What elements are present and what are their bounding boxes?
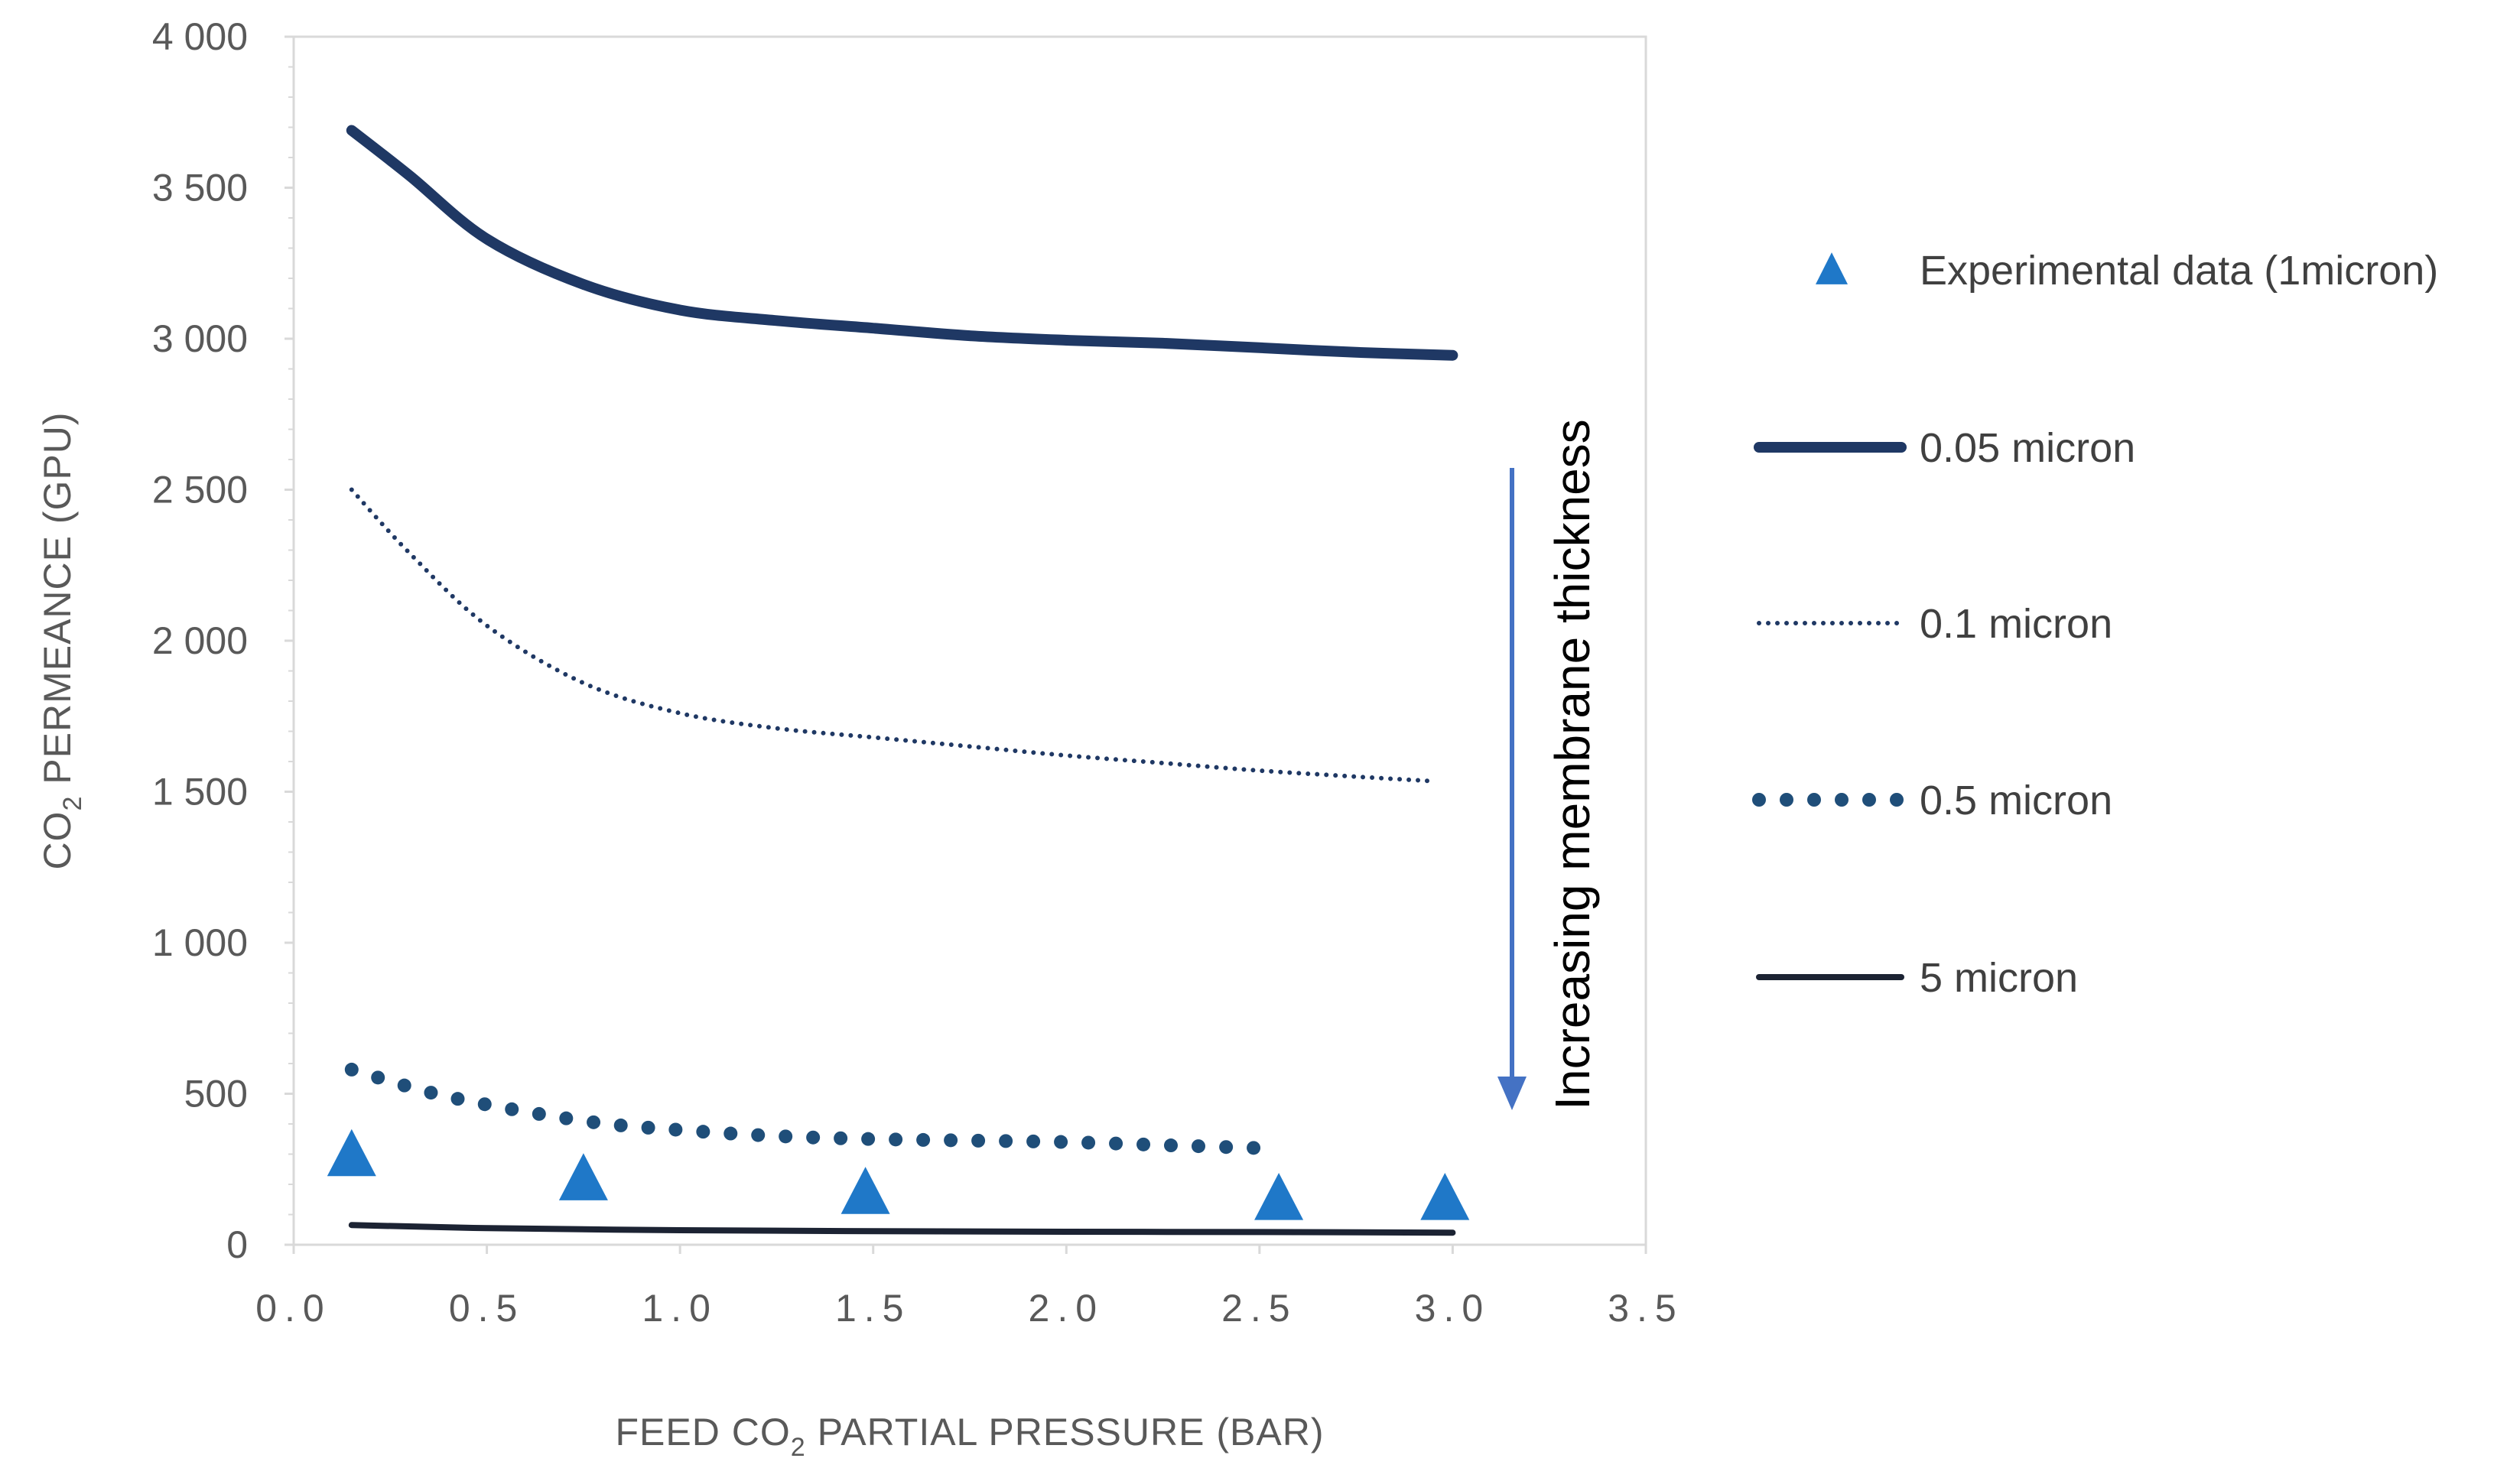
y-tick-label: 1 500 (152, 771, 248, 814)
x-tick-label: 1.5 (835, 1287, 912, 1330)
x-axis-title: FEED CO2 PARTIAL PRESSURE (BAR) (616, 1411, 1325, 1462)
y-tick-label: 500 (184, 1073, 248, 1116)
y-tick-label: 3 500 (152, 167, 248, 209)
down-arrow-icon (1497, 1077, 1527, 1110)
y-tick-label: 2 500 (152, 469, 248, 512)
y-tick-label: 2 000 (152, 619, 248, 662)
y-axis: 0 500 1 000 1 500 2 000 2 500 3 000 3 500 4 000 (152, 15, 294, 1266)
x-axis: 0.0 0.5 1.0 1.5 2.0 2.5 3.0 3.5 (255, 1245, 1684, 1330)
x-axis-title-subscript: 2 (791, 1433, 806, 1462)
experimental-data-point (327, 1129, 376, 1177)
legend-label: Experimental data (1micron) (1920, 248, 2438, 294)
legend-label: 0.1 micron (1920, 601, 2112, 647)
series-line-5-micron (348, 1222, 1456, 1236)
x-tick-label: 0.0 (255, 1287, 332, 1330)
x-tick-label: 2.0 (1029, 1287, 1105, 1330)
plot-area (292, 35, 1647, 1246)
experimental-data-point (841, 1167, 890, 1214)
experimental-data-point (1254, 1173, 1304, 1220)
thickness-annotation: Increasing membrane thickness (1497, 419, 1600, 1110)
legend-label: 0.05 micron (1920, 425, 2135, 471)
experimental-data-point (558, 1153, 608, 1200)
y-axis-title: CO2 PERMEANCE (GPU) (36, 411, 87, 869)
series-layer (327, 125, 1470, 1236)
legend-label: 0.5 micron (1920, 778, 2112, 823)
x-tick-label: 3.5 (1608, 1287, 1684, 1330)
x-tick-label: 0.5 (449, 1287, 525, 1330)
legend-label: 5 micron (1920, 955, 2078, 1001)
experimental-data-point (1420, 1173, 1470, 1220)
series-line-0-1-micron (349, 487, 1436, 784)
annotation-text: Increasing membrane thickness (1545, 419, 1600, 1110)
x-tick-label: 3.0 (1415, 1287, 1491, 1330)
y-tick-label: 3 000 (152, 317, 248, 360)
y-axis-title-subscript: 2 (58, 796, 87, 811)
y-tick-label: 1 000 (152, 921, 248, 964)
y-tick-label: 0 (226, 1223, 248, 1266)
series-line-0-05-micron (346, 125, 1458, 361)
legend: Experimental data (1micron) 0.05 micron 0.… (1752, 248, 2438, 1001)
x-tick-label: 1.0 (642, 1287, 718, 1330)
x-tick-label: 2.5 (1221, 1287, 1298, 1330)
legend-marker-experimental-data-1micron- (1816, 252, 1848, 284)
series-line-0-5-micron (344, 1062, 1267, 1155)
y-tick-label: 4 000 (152, 15, 248, 58)
